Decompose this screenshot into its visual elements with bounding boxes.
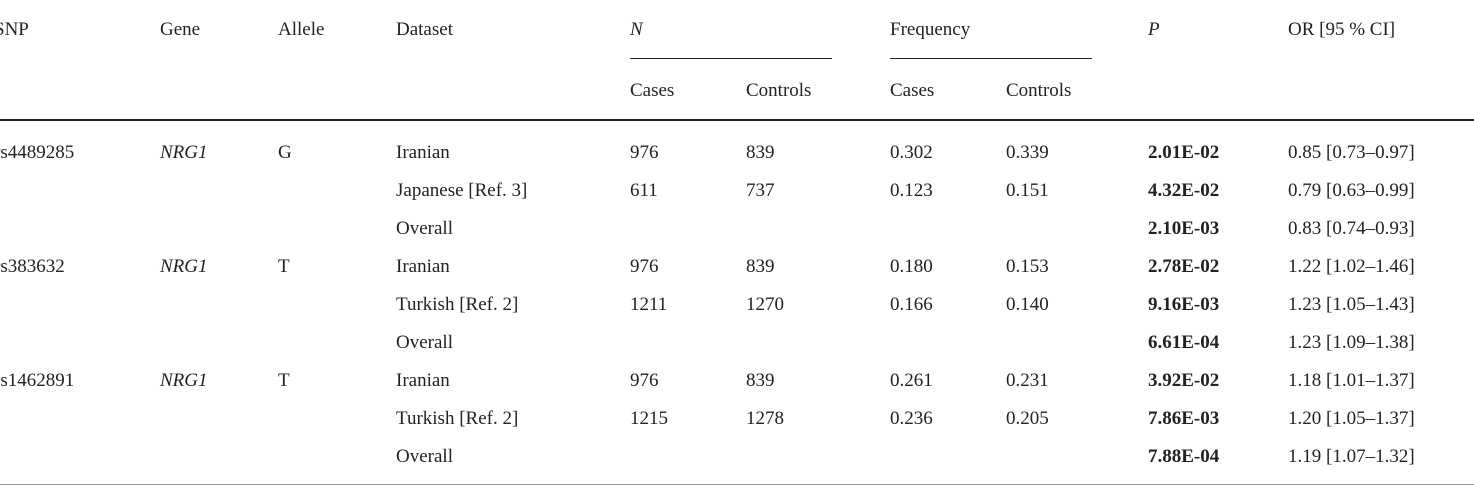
table-cell: 6.61E-04 xyxy=(1148,332,1220,353)
table-cell: Turkish [Ref. 2] xyxy=(396,408,519,429)
table-cell: Overall xyxy=(396,332,453,353)
table-cell: 9.16E-03 xyxy=(1148,294,1220,315)
table-cell: 0.151 xyxy=(1006,180,1049,201)
table-cell: rs1462891 xyxy=(0,370,75,391)
header-cell: Frequency xyxy=(890,19,971,40)
table-cell: 0.261 xyxy=(890,370,933,391)
table-cell: NRG1 xyxy=(160,370,208,391)
header-cell: Gene xyxy=(160,19,201,40)
header-cell: OR [95 % CI] xyxy=(1288,19,1396,40)
table-cell: 0.140 xyxy=(1006,294,1049,315)
table-cell: 0.205 xyxy=(1006,408,1049,429)
table-cell: 1215 xyxy=(630,408,668,429)
table-cell: 0.153 xyxy=(1006,256,1049,277)
table-cell: Japanese [Ref. 3] xyxy=(396,180,528,201)
header-cell: Allele xyxy=(278,19,325,40)
table-cell: 2.78E-02 xyxy=(1148,256,1220,277)
table-cell: Overall xyxy=(396,218,453,239)
table-cell: NRG1 xyxy=(160,142,208,163)
table-cell: Iranian xyxy=(396,256,450,277)
table-cell: G xyxy=(278,142,292,163)
table-cell: 0.180 xyxy=(890,256,933,277)
table-cell: 0.231 xyxy=(1006,370,1049,391)
header-cell: Cases xyxy=(630,80,675,101)
table-cell: 0.123 xyxy=(890,180,933,201)
header-cell: SNP xyxy=(0,19,29,40)
header-cell: P xyxy=(1148,19,1160,40)
bottom-rule xyxy=(0,484,1474,485)
table-cell: 0.302 xyxy=(890,142,933,163)
table-cell: 976 xyxy=(630,142,659,163)
table-cell: 839 xyxy=(746,256,775,277)
table-cell: 839 xyxy=(746,142,775,163)
table-cell: 0.166 xyxy=(890,294,933,315)
table-cell: 1278 xyxy=(746,408,784,429)
table-cell: rs4489285 xyxy=(0,142,75,163)
table-cell: 976 xyxy=(630,370,659,391)
group-rule xyxy=(890,58,1092,59)
table-cell: 0.85 [0.73–0.97] xyxy=(1288,142,1415,163)
header-cell: Controls xyxy=(1006,80,1072,101)
header-cell: Dataset xyxy=(396,19,453,40)
header-cell: N xyxy=(630,19,643,40)
table-cell: 0.236 xyxy=(890,408,933,429)
header-cell: Controls xyxy=(746,80,812,101)
table-cell: 0.79 [0.63–0.99] xyxy=(1288,180,1415,201)
table-cell: T xyxy=(278,370,290,391)
header-cell: Cases xyxy=(890,80,935,101)
table-cell: 4.32E-02 xyxy=(1148,180,1220,201)
group-rule xyxy=(630,58,832,59)
table-cell: Overall xyxy=(396,446,453,467)
header-rule xyxy=(0,119,1474,121)
table-cell: 1.18 [1.01–1.37] xyxy=(1288,370,1415,391)
table-cell: 839 xyxy=(746,370,775,391)
table-cell: 7.86E-03 xyxy=(1148,408,1220,429)
table-cell: 737 xyxy=(746,180,775,201)
table-cell: 1.23 [1.09–1.38] xyxy=(1288,332,1415,353)
table-cell: 3.92E-02 xyxy=(1148,370,1220,391)
table-cell: 1.23 [1.05–1.43] xyxy=(1288,294,1415,315)
table-cell: 2.10E-03 xyxy=(1148,218,1220,239)
table-cell: 976 xyxy=(630,256,659,277)
table-cell: 0.83 [0.74–0.93] xyxy=(1288,218,1415,239)
table-cell: 1270 xyxy=(746,294,784,315)
table-cell: NRG1 xyxy=(160,256,208,277)
table-cell: 1.20 [1.05–1.37] xyxy=(1288,408,1415,429)
table-cell: 2.01E-02 xyxy=(1148,142,1220,163)
table-cell: 1.22 [1.02–1.46] xyxy=(1288,256,1415,277)
table-cell: 1.19 [1.07–1.32] xyxy=(1288,446,1415,467)
table-cell: T xyxy=(278,256,290,277)
table-cell: rs383632 xyxy=(0,256,65,277)
table-cell: 1211 xyxy=(630,294,668,315)
table-cell: 0.339 xyxy=(1006,142,1049,163)
table-cell: Iranian xyxy=(396,142,450,163)
table-cell: Iranian xyxy=(396,370,450,391)
table-cell: 7.88E-04 xyxy=(1148,446,1220,467)
table-cell: Turkish [Ref. 2] xyxy=(396,294,519,315)
table-cell: 611 xyxy=(630,180,658,201)
